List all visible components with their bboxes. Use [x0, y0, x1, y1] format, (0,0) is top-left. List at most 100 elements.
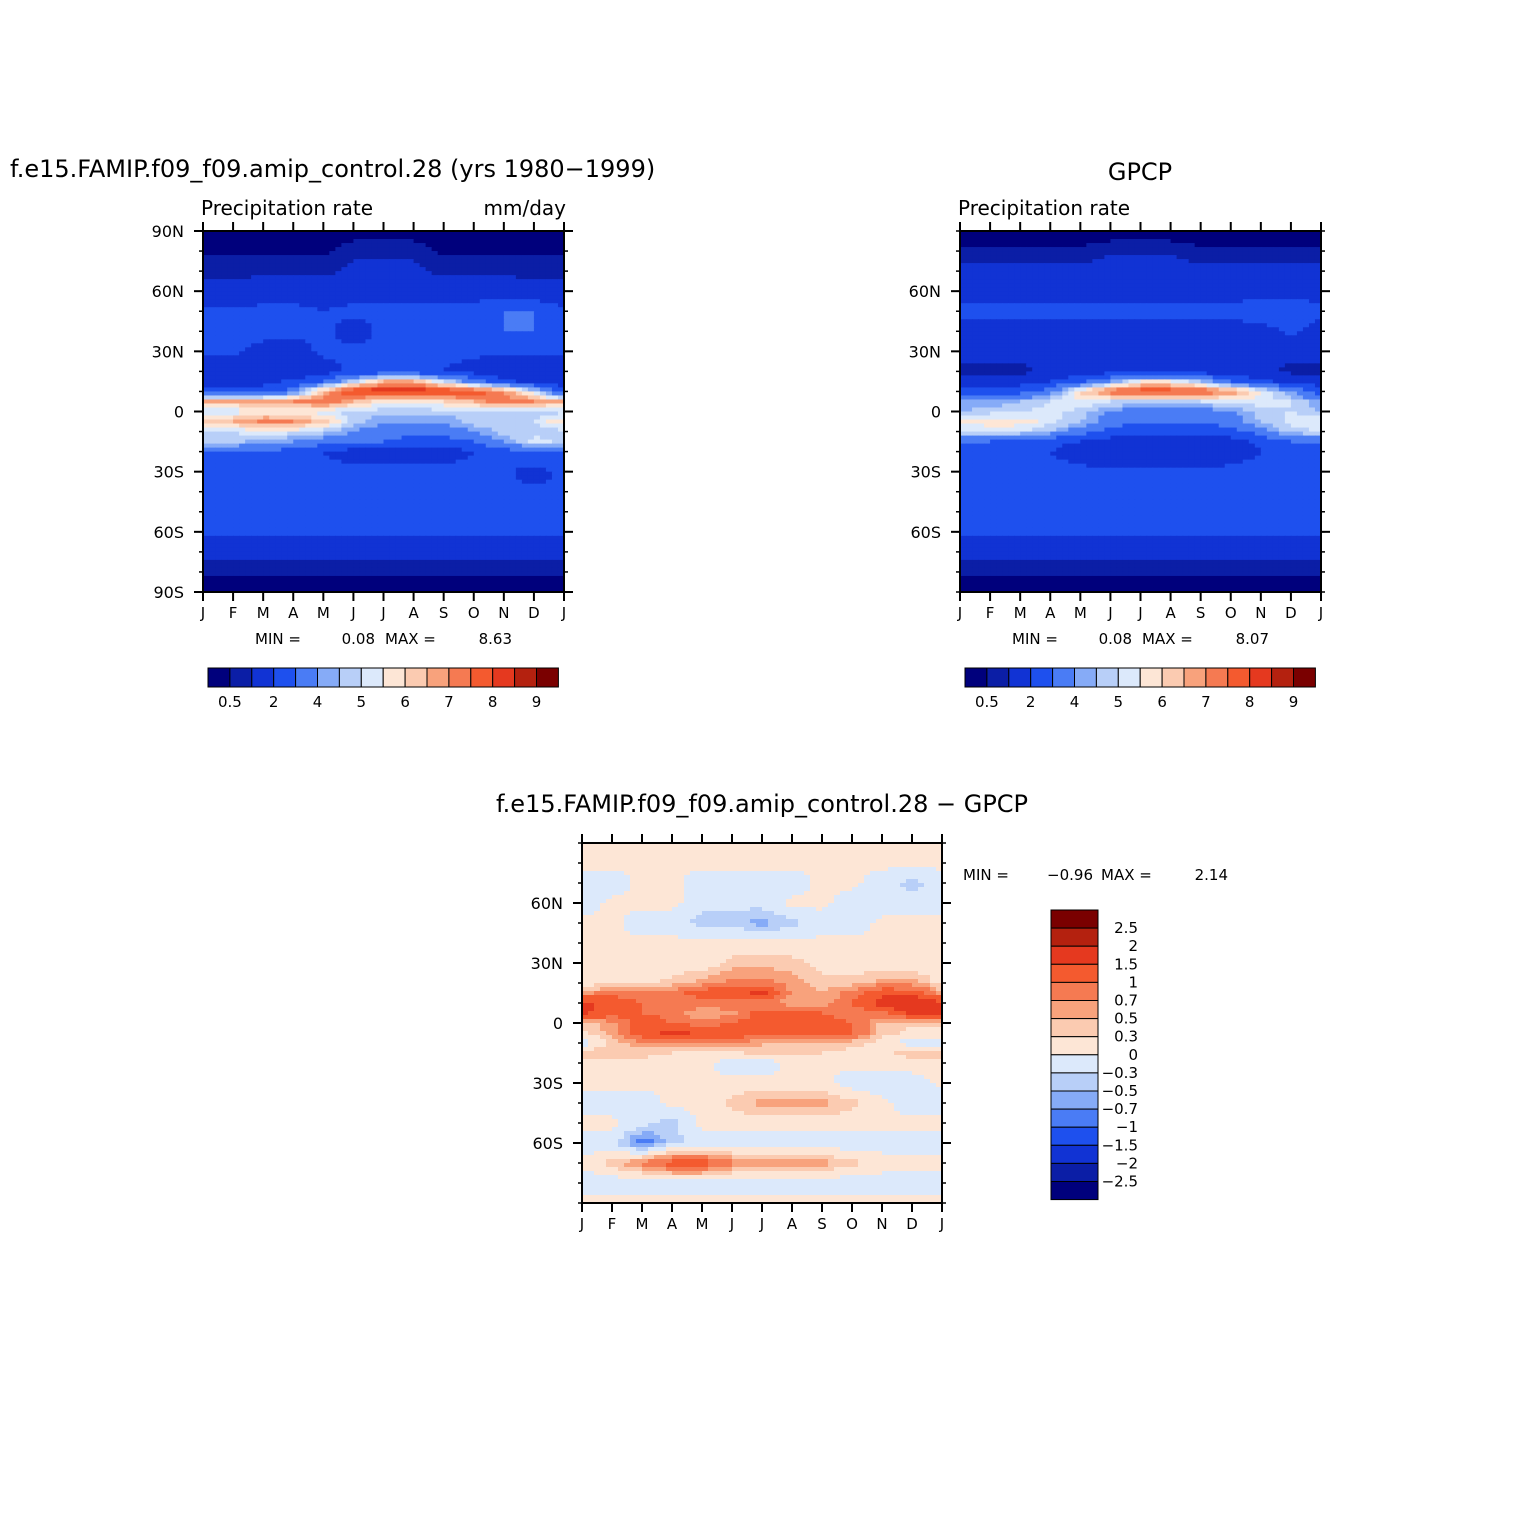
model-contour-cell [233, 263, 240, 268]
model-contour-cell [515, 315, 523, 320]
model-contour-cell [509, 475, 517, 481]
model-contour-cell [479, 535, 487, 541]
model-contour-cell [383, 523, 391, 529]
model-contour-cell [365, 423, 373, 429]
model-contour-cell [479, 411, 487, 417]
model-contour-cell [341, 359, 348, 364]
model-contour-cell [497, 439, 505, 445]
model-contour-cell [377, 367, 385, 372]
model-contour-cell [377, 291, 385, 296]
model-contour-cell [239, 459, 246, 465]
model-contour-cell [317, 451, 324, 457]
model-contour-cell [257, 475, 264, 481]
model-contour-cell [551, 551, 559, 557]
model-contour-cell [449, 535, 457, 541]
model-contour-cell [419, 319, 427, 324]
model-contour-cell [233, 347, 240, 352]
model-contour-cell [281, 379, 288, 385]
model-contour-cell [215, 383, 222, 389]
model-contour-cell [509, 315, 517, 320]
model-contour-cell [419, 255, 427, 260]
model-contour-cell [365, 387, 373, 393]
model-contour-cell [305, 327, 312, 332]
model-contour-cell [401, 359, 409, 364]
model-contour-cell [335, 323, 342, 328]
model-contour-cell [299, 519, 306, 525]
model-contour-cell [287, 507, 294, 513]
model-contour-cell [461, 351, 469, 356]
model-contour-cell [401, 235, 409, 240]
model-contour-cell [431, 275, 439, 280]
model-contour-cell [269, 403, 276, 409]
model-contour-cell [449, 391, 457, 397]
model-contour-cell [263, 271, 270, 276]
model-contour-cell [545, 419, 553, 425]
model-contour-cell [257, 511, 264, 517]
model-contour-cell [389, 495, 397, 501]
model-contour-cell [515, 527, 523, 533]
model-contour-cell [323, 379, 330, 385]
model-contour-cell [455, 387, 463, 393]
model-contour-cell [359, 359, 367, 364]
model-contour-cell [473, 243, 481, 248]
model-contour-cell [365, 511, 373, 517]
model-contour-cell [329, 515, 336, 521]
model-contour-cell [437, 419, 445, 425]
model-contour-cell [419, 243, 427, 248]
model-contour-cell [473, 399, 481, 405]
model-contour-cell [287, 259, 294, 264]
model-contour-cell [509, 275, 517, 280]
model-contour-cell [413, 315, 421, 320]
model-contour-cell [401, 315, 409, 320]
model-contour-cell [257, 255, 264, 260]
model-contour-cell [341, 519, 348, 525]
model-contour-cell [389, 335, 397, 340]
model-contour-cell [347, 355, 355, 360]
model-contour-cell [251, 431, 258, 437]
model-contour-cell [533, 491, 541, 497]
model-contour-cell [491, 387, 499, 393]
model-contour-cell [449, 259, 457, 264]
model-contour-cell [227, 311, 234, 316]
model-contour-cell [419, 367, 427, 372]
model-contour-cell [545, 255, 553, 260]
model-contour-cell [371, 503, 379, 509]
model-contour-cell [221, 475, 228, 481]
model-contour-cell [257, 315, 264, 320]
model-contour-cell [383, 263, 391, 268]
model-contour-cell [209, 539, 216, 545]
model-contour-cell [221, 547, 228, 553]
model-contour-cell [239, 563, 246, 569]
model-contour-cell [341, 347, 348, 352]
model-contour-cell [395, 383, 403, 389]
model-contour-cell [269, 467, 276, 473]
model-contour-cell [257, 327, 264, 332]
model-contour-cell [509, 299, 517, 304]
model-contour-cell [299, 383, 306, 389]
model-contour-cell [209, 319, 216, 324]
model-contour-cell [353, 507, 361, 513]
model-contour-cell [401, 479, 409, 485]
model-contour-cell [443, 251, 451, 256]
model-contour-cell [203, 255, 210, 260]
model-contour-cell [431, 511, 439, 517]
model-contour-cell [461, 547, 469, 553]
model-contour-cell [347, 511, 355, 517]
model-contour-cell [257, 303, 264, 308]
model-contour-cell [323, 539, 330, 545]
model-contour-cell [317, 263, 324, 268]
model-contour-cell [353, 351, 361, 356]
model-contour-cell [281, 447, 288, 453]
model-contour-cell [395, 503, 403, 509]
model-contour-cell [317, 255, 324, 260]
model-contour-cell [221, 559, 228, 565]
model-contour-cell [557, 403, 565, 409]
model-contour-cell [293, 275, 300, 280]
model-contour-cell [419, 335, 427, 340]
model-contour-cell [509, 455, 517, 461]
model-contour-cell [485, 467, 493, 473]
model-contour-cell [323, 319, 330, 324]
model-contour-cell [419, 471, 427, 477]
model-contour-cell [371, 331, 379, 336]
model-contour-cell [251, 543, 258, 549]
